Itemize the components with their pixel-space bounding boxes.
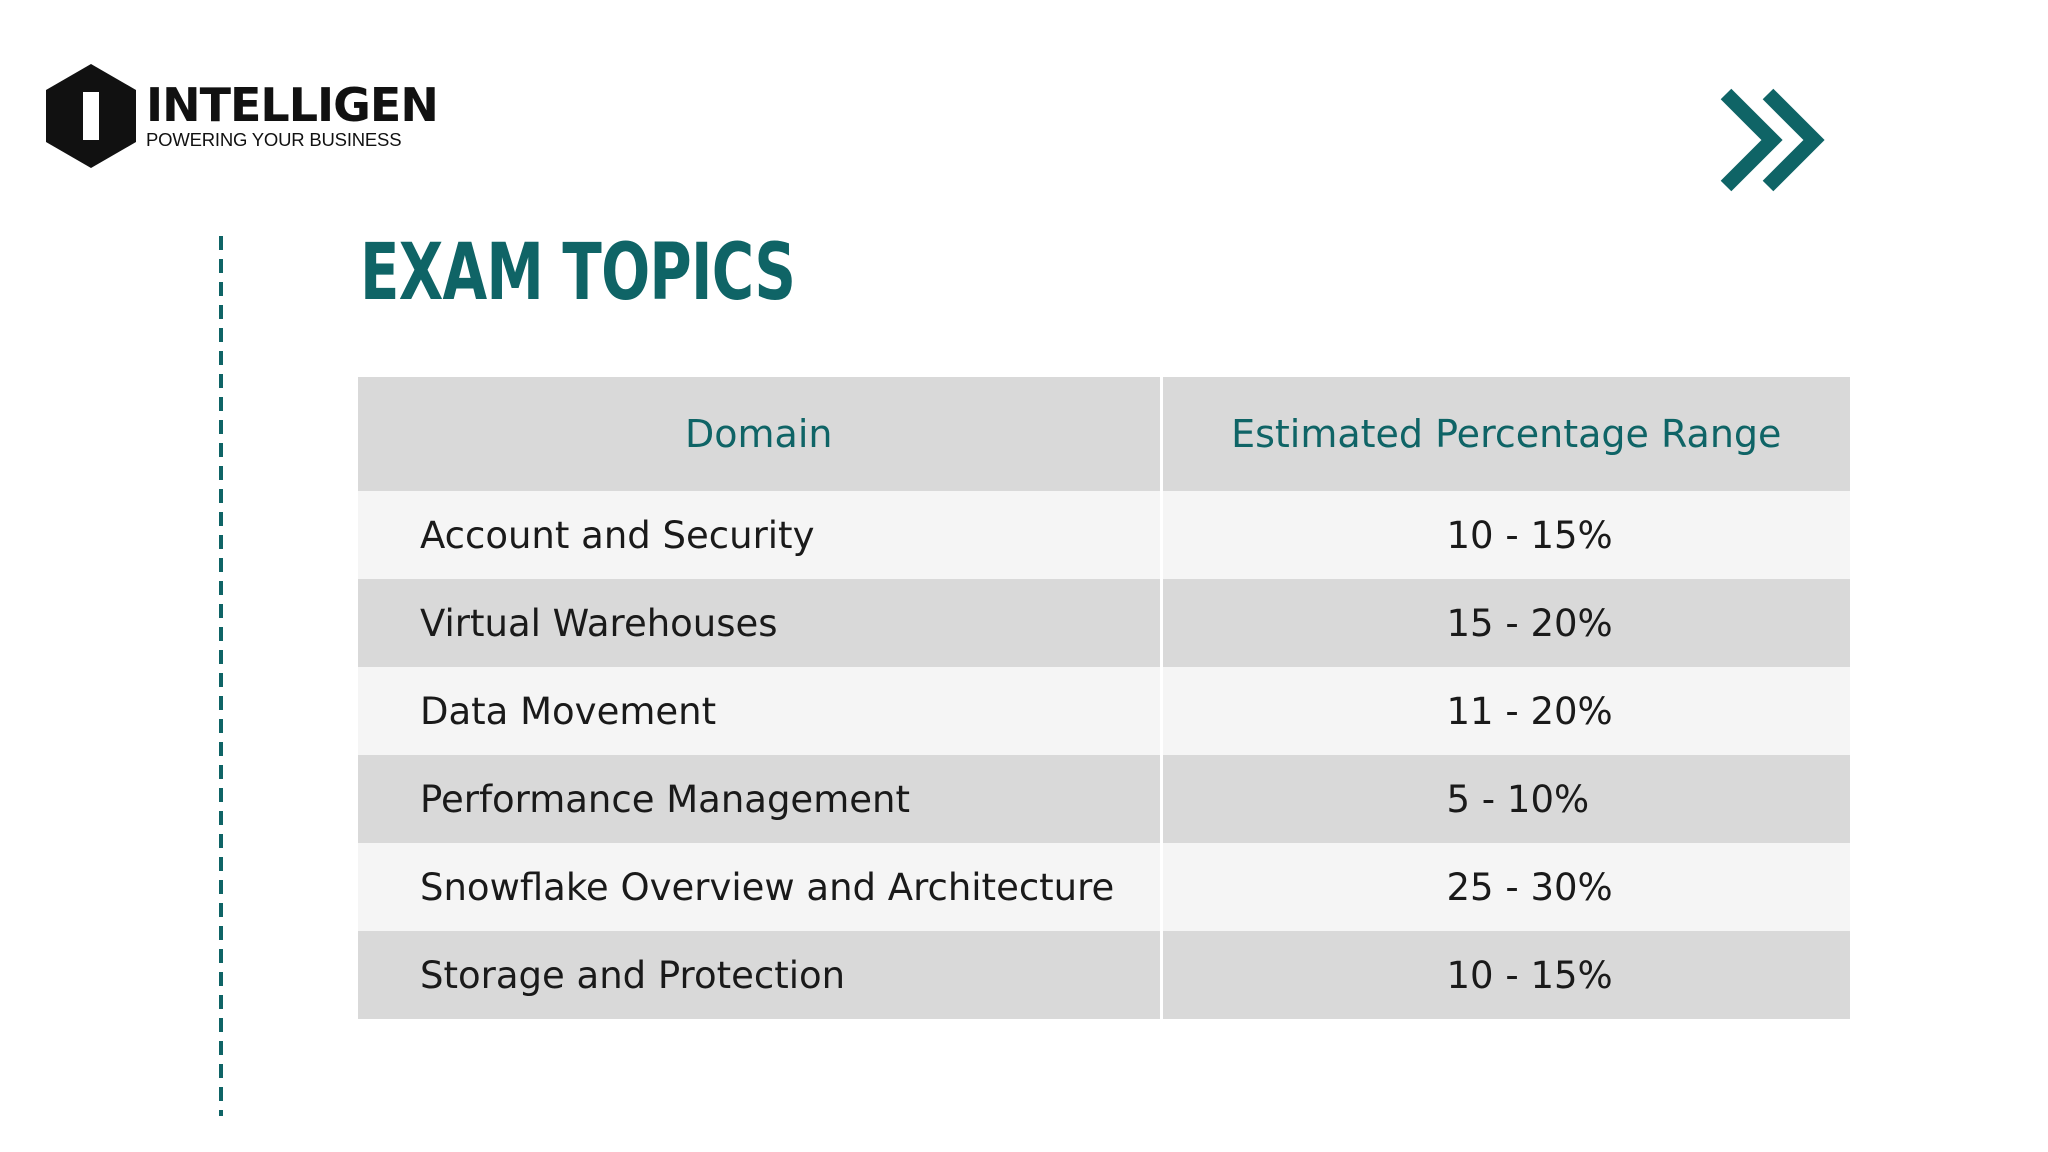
brand-text: INTELLIGEN POWERING YOUR BUSINESS xyxy=(146,78,439,150)
brand-name: INTELLIGEN xyxy=(146,78,439,132)
percentage-cell: 25 - 30% xyxy=(1161,843,1850,931)
table-row: Snowflake Overview and Architecture 25 -… xyxy=(358,843,1850,931)
table-row: Virtual Warehouses 15 - 20% xyxy=(358,579,1850,667)
table-row: Storage and Protection 10 - 15% xyxy=(358,931,1850,1019)
percentage-cell: 10 - 15% xyxy=(1161,931,1850,1019)
hexagon-logo-icon xyxy=(46,64,136,168)
brand-logo: INTELLIGEN POWERING YOUR BUSINESS xyxy=(44,62,439,170)
column-header-percentage: Estimated Percentage Range xyxy=(1161,377,1850,491)
domain-cell: Snowflake Overview and Architecture xyxy=(358,843,1163,931)
domain-cell: Account and Security xyxy=(358,491,1163,579)
percentage-cell: 15 - 20% xyxy=(1161,579,1850,667)
exam-topics-table: Domain Estimated Percentage Range Accoun… xyxy=(358,377,1850,1019)
table-row: Performance Management 5 - 10% xyxy=(358,755,1850,843)
percentage-cell: 10 - 15% xyxy=(1161,491,1850,579)
domain-cell: Data Movement xyxy=(358,667,1163,755)
double-chevron-right-icon xyxy=(1720,88,1825,192)
domain-cell: Virtual Warehouses xyxy=(358,579,1163,667)
table-row: Data Movement 11 - 20% xyxy=(358,667,1850,755)
percentage-cell: 5 - 10% xyxy=(1161,755,1850,843)
column-header-domain: Domain xyxy=(358,377,1163,491)
dashed-divider xyxy=(219,236,223,1116)
page-title: EXAM TOPICS xyxy=(360,228,796,318)
domain-cell: Storage and Protection xyxy=(358,931,1163,1019)
table-row: Account and Security 10 - 15% xyxy=(358,491,1850,579)
percentage-cell: 11 - 20% xyxy=(1161,667,1850,755)
table-header-row: Domain Estimated Percentage Range xyxy=(358,377,1850,491)
domain-cell: Performance Management xyxy=(358,755,1163,843)
brand-tagline: POWERING YOUR BUSINESS xyxy=(146,129,402,150)
